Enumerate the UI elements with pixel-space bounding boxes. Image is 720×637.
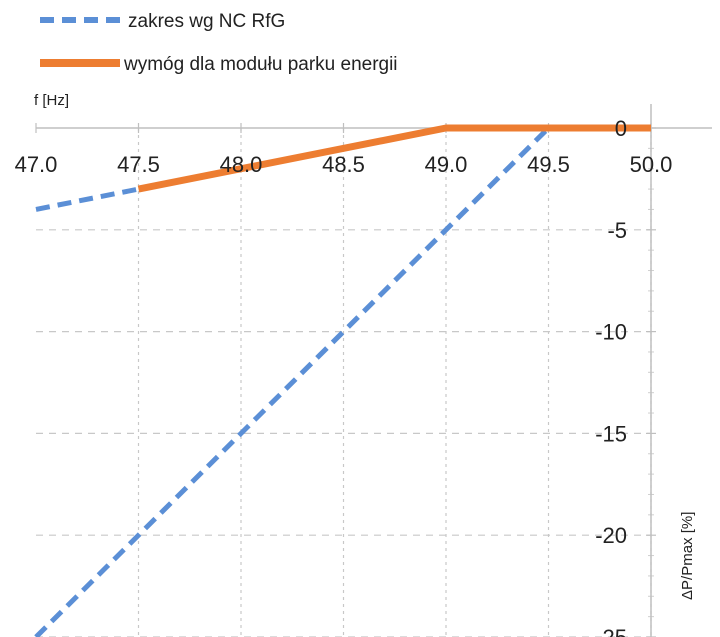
legend: zakres wg NC RfG wymóg dla modułu parku … — [40, 11, 398, 75]
x-tick-label: 50.0 — [630, 152, 673, 177]
grid — [36, 128, 652, 637]
series-line-nc-rfg — [35, 186, 139, 212]
legend-label-park-module: wymóg dla modułu parku energii — [123, 54, 398, 75]
axes — [35, 104, 712, 637]
x-axis-title: f [Hz] — [34, 92, 69, 109]
x-tick-label: 47.5 — [117, 152, 160, 177]
x-tick-label: 48.5 — [322, 152, 365, 177]
y-tick-label: -15 — [595, 421, 627, 446]
legend-label-nc-rfg: zakres wg NC RfG — [128, 11, 285, 32]
y-tick-label: -5 — [607, 218, 627, 243]
y-tick-label: -25 — [595, 625, 627, 637]
y-tick-label: -20 — [595, 523, 627, 548]
x-tick-label: 49.5 — [527, 152, 570, 177]
y-tick-label: -10 — [595, 320, 627, 345]
x-tick-label: 48.0 — [220, 152, 263, 177]
y-axis-title: ΔP/Pmax [%] — [679, 512, 696, 600]
series-line-park-module — [137, 124, 651, 193]
x-tick-label: 47.0 — [15, 152, 58, 177]
tick-labels: 47.0 47.5 48.0 48.5 49.0 49.5 50.00 -5 -10 -15 -20… — [15, 116, 673, 637]
x-tick-label: 49.0 — [425, 152, 468, 177]
series-lines — [34, 124, 651, 637]
series-line-nc-rfg — [34, 126, 551, 637]
y-tick-label: 0 — [615, 116, 627, 141]
